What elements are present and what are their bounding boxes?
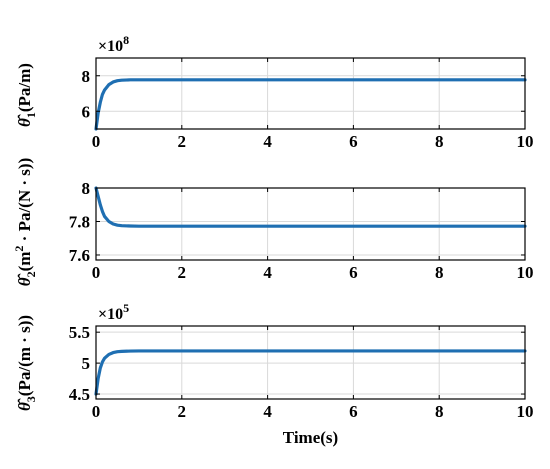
axes-box <box>95 325 526 400</box>
series-line <box>94 78 527 131</box>
x-tick-label: 0 <box>92 132 101 151</box>
x-tick-label: 4 <box>263 132 272 151</box>
x-tick-label: 0 <box>92 263 101 282</box>
x-tick-label: 10 <box>517 132 534 151</box>
y-tick-label: 6 <box>82 102 91 121</box>
y-axis-label: θ̂1(Pa/m) <box>15 63 38 127</box>
x-tick-label: 2 <box>178 402 187 421</box>
x-tick-label: 2 <box>178 263 187 282</box>
y-tick-label: 7.6 <box>69 246 90 265</box>
y-axis-label: θ̂2(m2 · Pa/(N · s)) <box>12 158 38 286</box>
y-tick-label: 8 <box>82 179 91 198</box>
x-tick-label: 4 <box>263 263 272 282</box>
x-tick-label: 0 <box>92 402 101 421</box>
axes-box <box>95 187 526 261</box>
x-tick-label: 6 <box>349 263 358 282</box>
subplot-3: 0 2 4 6 8 10 4.5 5 5.5 ×105 θ̂3(Pa/(m · s)) Time(s) <box>15 301 534 447</box>
y-axis-label: θ̂3(Pa/(m · s)) <box>15 315 38 411</box>
y-tick-label: 5 <box>82 354 91 373</box>
x-tick-label: 4 <box>263 402 272 421</box>
x-tick-label: 8 <box>435 132 444 151</box>
exponent-label: ×105 <box>98 301 129 323</box>
x-tick-label: 2 <box>178 132 187 151</box>
y-tick-label: 4.5 <box>69 385 90 404</box>
axes-box <box>95 57 526 130</box>
x-tick-label: 8 <box>435 402 444 421</box>
series-line <box>94 186 527 228</box>
x-tick-label: 10 <box>517 402 534 421</box>
subplot-2: 0 2 4 6 8 10 7.6 7.8 8 θ̂2(m2 · Pa/(N · s)) <box>12 158 534 286</box>
x-tick-label: 10 <box>517 263 534 282</box>
y-tick-label: 5.5 <box>69 323 90 342</box>
subplot-1: 0 2 4 6 8 10 6 8 ×108 θ̂1(Pa/m) <box>15 33 534 151</box>
series-line <box>94 349 527 396</box>
x-tick-label: 6 <box>349 132 358 151</box>
x-tick-label: 6 <box>349 402 358 421</box>
x-axis-label: Time(s) <box>283 428 338 447</box>
y-tick-label: 8 <box>82 67 91 86</box>
exponent-label: ×108 <box>98 33 129 55</box>
x-tick-label: 8 <box>435 263 444 282</box>
y-tick-label: 7.8 <box>69 212 90 231</box>
